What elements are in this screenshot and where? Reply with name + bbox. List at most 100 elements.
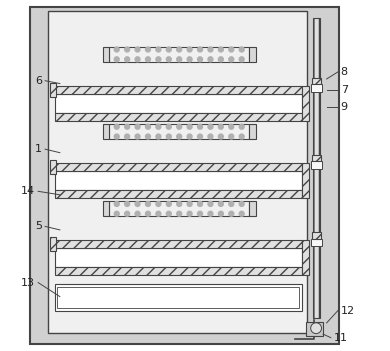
Bar — [313, 18, 320, 318]
Circle shape — [177, 57, 182, 62]
Circle shape — [187, 211, 192, 216]
Circle shape — [145, 124, 151, 129]
Text: 9: 9 — [341, 102, 348, 112]
Bar — [109, 124, 250, 139]
Bar — [50, 237, 56, 251]
Circle shape — [187, 134, 192, 139]
Circle shape — [125, 134, 129, 139]
Circle shape — [135, 57, 140, 62]
Circle shape — [177, 47, 182, 52]
Bar — [50, 83, 56, 97]
Text: 6: 6 — [35, 76, 42, 86]
Circle shape — [114, 47, 119, 52]
Circle shape — [208, 201, 213, 206]
Circle shape — [114, 134, 119, 139]
Circle shape — [177, 211, 182, 216]
Circle shape — [208, 211, 213, 216]
Bar — [30, 7, 339, 344]
Bar — [306, 322, 323, 336]
Circle shape — [125, 47, 129, 52]
Circle shape — [167, 134, 171, 139]
Circle shape — [156, 47, 161, 52]
Bar — [55, 171, 302, 190]
Circle shape — [198, 47, 202, 52]
Bar — [250, 124, 256, 139]
Bar — [250, 201, 256, 216]
Text: 11: 11 — [333, 333, 347, 343]
Bar — [302, 86, 309, 121]
Bar — [103, 47, 109, 62]
Circle shape — [125, 211, 129, 216]
Circle shape — [167, 201, 171, 206]
Circle shape — [135, 134, 140, 139]
Bar — [109, 47, 250, 62]
Bar — [312, 155, 321, 161]
Bar — [57, 287, 299, 308]
Text: 7: 7 — [341, 85, 348, 94]
Circle shape — [229, 201, 234, 206]
Circle shape — [167, 211, 171, 216]
Circle shape — [145, 47, 151, 52]
Circle shape — [208, 47, 213, 52]
Bar — [50, 160, 56, 174]
Circle shape — [114, 57, 119, 62]
Circle shape — [239, 124, 244, 129]
Circle shape — [177, 201, 182, 206]
Bar — [103, 124, 109, 139]
Circle shape — [198, 57, 202, 62]
Text: 1: 1 — [35, 144, 42, 154]
Text: 5: 5 — [35, 221, 42, 231]
Bar — [311, 239, 322, 246]
Circle shape — [187, 124, 192, 129]
Circle shape — [135, 211, 140, 216]
Circle shape — [135, 201, 140, 206]
Bar — [48, 11, 307, 333]
Circle shape — [187, 57, 192, 62]
Circle shape — [239, 211, 244, 216]
Bar — [55, 248, 302, 267]
Circle shape — [311, 323, 321, 333]
Circle shape — [145, 57, 151, 62]
Bar — [311, 161, 322, 169]
Circle shape — [239, 47, 244, 52]
Circle shape — [156, 201, 161, 206]
Bar — [55, 86, 302, 94]
Circle shape — [229, 47, 234, 52]
Circle shape — [198, 134, 202, 139]
Circle shape — [198, 124, 202, 129]
Bar — [55, 113, 302, 121]
Bar — [55, 284, 302, 311]
Bar — [302, 163, 309, 198]
Circle shape — [239, 134, 244, 139]
Bar — [55, 190, 302, 198]
Circle shape — [114, 211, 119, 216]
Circle shape — [218, 134, 223, 139]
Circle shape — [198, 211, 202, 216]
Circle shape — [218, 211, 223, 216]
Circle shape — [145, 211, 151, 216]
Circle shape — [187, 201, 192, 206]
Circle shape — [145, 134, 151, 139]
Bar — [103, 201, 109, 216]
Bar — [312, 232, 321, 239]
Bar — [55, 163, 302, 171]
Circle shape — [229, 124, 234, 129]
Circle shape — [218, 201, 223, 206]
Circle shape — [208, 57, 213, 62]
Circle shape — [229, 57, 234, 62]
Text: 13: 13 — [21, 278, 35, 287]
Text: 14: 14 — [21, 186, 35, 196]
Circle shape — [156, 134, 161, 139]
Bar — [250, 47, 256, 62]
Bar — [55, 267, 302, 275]
Circle shape — [156, 124, 161, 129]
Circle shape — [229, 134, 234, 139]
Circle shape — [135, 47, 140, 52]
Circle shape — [239, 57, 244, 62]
Circle shape — [125, 124, 129, 129]
Circle shape — [177, 134, 182, 139]
Circle shape — [208, 134, 213, 139]
Circle shape — [239, 201, 244, 206]
Text: 12: 12 — [341, 306, 355, 316]
Bar — [311, 84, 322, 92]
